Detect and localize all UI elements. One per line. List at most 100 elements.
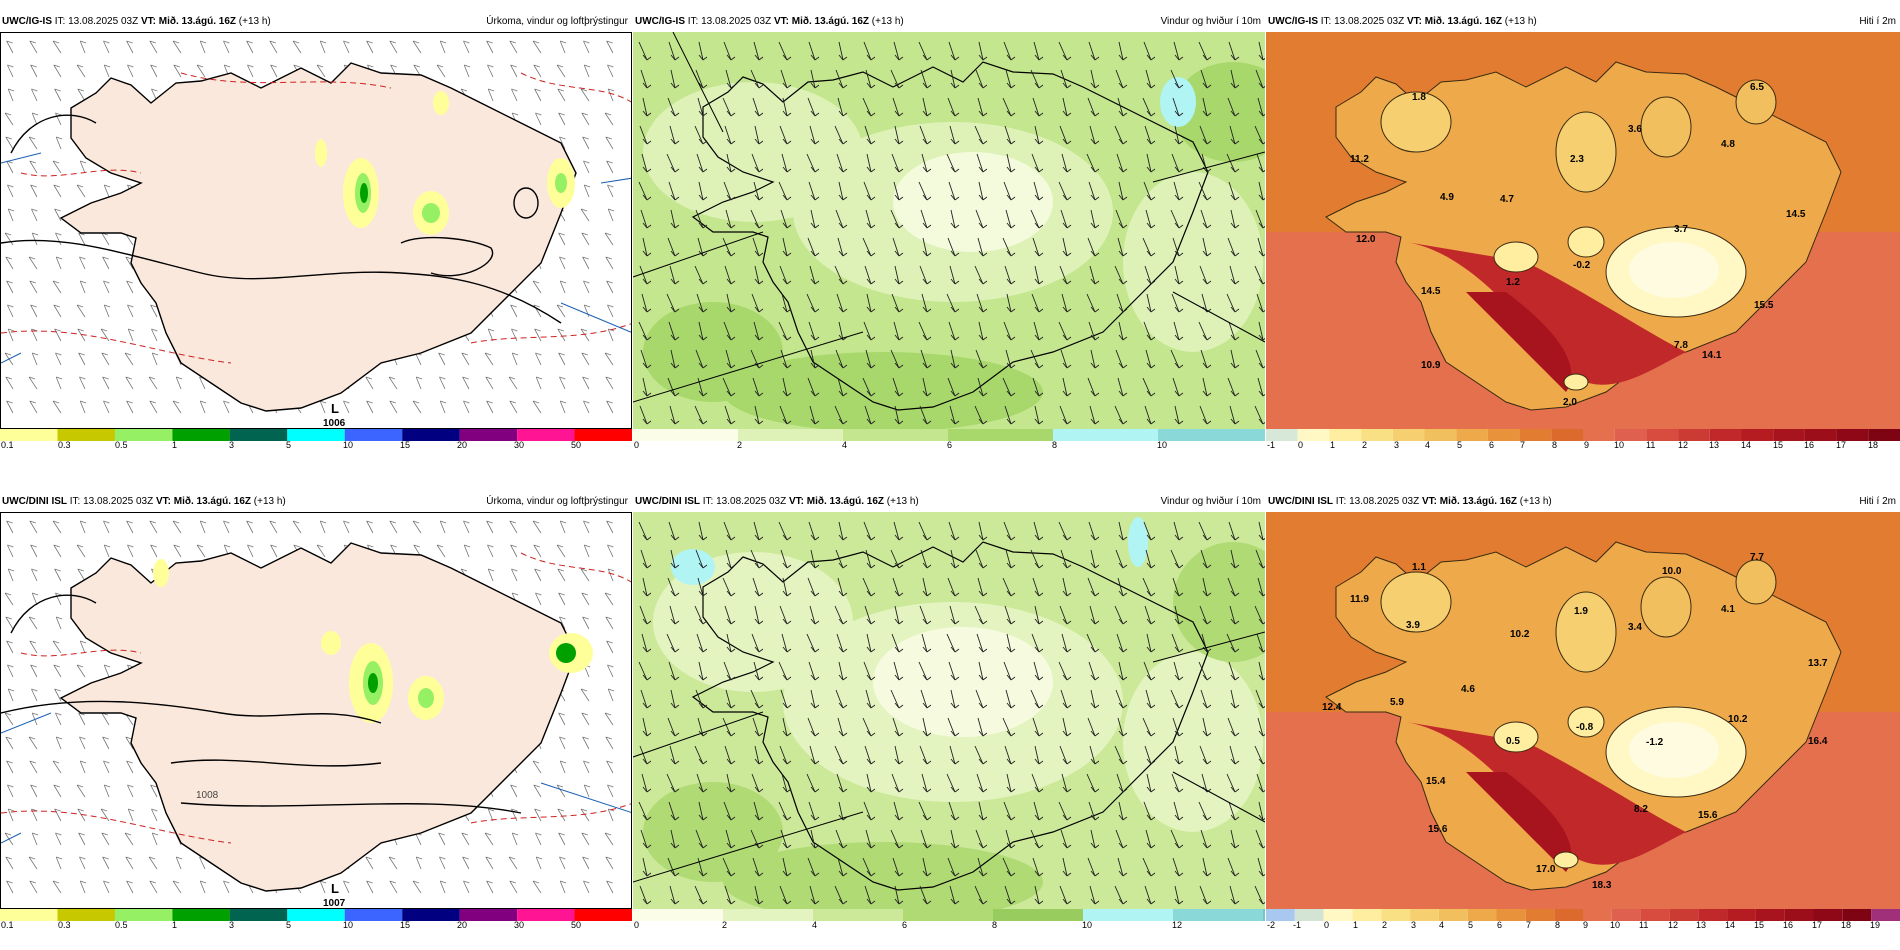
lead-time: (+13 h) bbox=[1504, 16, 1537, 27]
wind-barb bbox=[583, 760, 590, 774]
it-label: IT: bbox=[687, 16, 699, 27]
wind-arrow bbox=[1202, 237, 1212, 257]
wind-barb bbox=[412, 880, 422, 894]
wind-arrow bbox=[894, 405, 904, 425]
scale-label: 7 bbox=[1526, 920, 1531, 930]
scale-label: 0 bbox=[634, 440, 639, 450]
wind-arrow bbox=[1058, 801, 1072, 821]
wind-arrow bbox=[1062, 377, 1072, 397]
wind-arrow bbox=[1002, 377, 1016, 397]
wind-arrow bbox=[865, 549, 876, 569]
wind-arrow bbox=[1003, 181, 1016, 201]
wind-barb bbox=[30, 544, 38, 558]
wind-arrow bbox=[669, 265, 680, 285]
wind-arrow bbox=[696, 153, 708, 173]
wind-arrow bbox=[752, 97, 764, 117]
wind-barb bbox=[7, 88, 15, 102]
wind-arrow bbox=[1116, 633, 1128, 653]
wind-arrow bbox=[809, 605, 820, 625]
wind-barb bbox=[127, 808, 135, 822]
wind-barb bbox=[511, 568, 518, 582]
precip-panel-row1: UWC/IG-IS IT: 13.08.2025 03Z VT: Mið. 13… bbox=[0, 12, 632, 462]
wind-panel-row2: UWC/DINI ISL IT: 13.08.2025 03Z VT: Mið.… bbox=[633, 492, 1265, 942]
model-name: UWC/IG-IS bbox=[635, 16, 685, 27]
scale-label: 4 bbox=[1439, 920, 1444, 930]
wind-arrow bbox=[1199, 885, 1212, 905]
wind-barb bbox=[607, 208, 615, 222]
wind-barb bbox=[388, 856, 398, 870]
wind-arrow bbox=[948, 801, 960, 821]
wind-arrow bbox=[837, 97, 848, 117]
wind-arrow bbox=[947, 577, 960, 597]
wind-arrow bbox=[1058, 41, 1072, 61]
wind-arrow bbox=[922, 717, 932, 737]
wind-barb bbox=[604, 112, 614, 126]
wind-barb bbox=[532, 520, 542, 534]
wind-arrow bbox=[1030, 689, 1044, 709]
colorbar-swatches bbox=[1266, 429, 1900, 441]
wind-barb bbox=[558, 592, 566, 606]
wind-barb bbox=[606, 760, 614, 774]
colorbar-svg: 0.1 0.3 0.5 1 3 5 10 15 20 30 50 bbox=[0, 429, 632, 450]
wind-arrow bbox=[810, 209, 820, 229]
vt-value: Mið. 13.ágú. 16Z bbox=[1424, 16, 1502, 27]
wind-arrow bbox=[697, 97, 708, 117]
wind-barb bbox=[559, 136, 566, 150]
wind-arrow bbox=[781, 153, 792, 173]
wind-barb bbox=[77, 568, 86, 582]
wind-arrow bbox=[751, 773, 764, 793]
wind-arrow bbox=[1061, 773, 1072, 793]
panel-header: UWC/IG-IS IT: 13.08.2025 03Z VT: Mið. 13… bbox=[0, 12, 632, 32]
wind-arrow bbox=[782, 377, 792, 397]
wind-arrow bbox=[946, 773, 960, 793]
vt-value: Mið. 13.ágú. 16Z bbox=[791, 16, 869, 27]
wind-arrow bbox=[891, 773, 904, 793]
wind-arrow bbox=[725, 69, 736, 89]
colorbar-swatch bbox=[1741, 429, 1774, 441]
wind-barb bbox=[31, 712, 39, 726]
wind-arrow bbox=[1089, 125, 1100, 145]
wind-arrow bbox=[1032, 237, 1044, 257]
wind-barb bbox=[103, 64, 111, 78]
wind-arrow bbox=[1142, 857, 1156, 877]
wind-arrow bbox=[863, 181, 876, 201]
wind-barb bbox=[148, 856, 158, 870]
wind-barb bbox=[463, 544, 471, 558]
wind-arrow bbox=[669, 605, 680, 625]
wind-barb bbox=[583, 544, 591, 558]
wind-arrow bbox=[1090, 689, 1100, 709]
wind-barb bbox=[31, 832, 39, 846]
wind-shading bbox=[643, 62, 1265, 429]
colorbar-swatch bbox=[172, 909, 230, 921]
wind-barb bbox=[558, 352, 566, 366]
colorbar-labels: 0 2 4 6 8 10 bbox=[634, 440, 1167, 450]
wind-barb bbox=[4, 712, 14, 726]
wind-barb bbox=[511, 328, 518, 342]
wind-arrow bbox=[1171, 633, 1184, 653]
wind-arrow bbox=[1034, 125, 1044, 145]
wind-arrow bbox=[1032, 97, 1044, 117]
precip-panel-row2: UWC/DINI ISL IT: 13.08.2025 03Z VT: Mið.… bbox=[0, 492, 632, 942]
wind-barb bbox=[605, 376, 614, 390]
wind-arrow bbox=[947, 97, 960, 117]
colorbar-swatch bbox=[1813, 909, 1843, 921]
wind-arrow bbox=[866, 633, 876, 653]
isobars bbox=[1, 594, 522, 814]
wind-arrow bbox=[669, 125, 680, 145]
wind-arrow bbox=[1088, 41, 1100, 61]
wind-barb bbox=[463, 64, 471, 78]
wind-barb bbox=[76, 544, 86, 558]
temp-value: 1.1 bbox=[1412, 562, 1426, 573]
wind-arrow bbox=[835, 209, 848, 229]
wind-arrow bbox=[974, 745, 988, 765]
wind-barb bbox=[487, 328, 495, 342]
wind-barb bbox=[604, 352, 614, 366]
wind-arrow bbox=[949, 605, 960, 625]
wind-barb bbox=[79, 520, 87, 534]
wind-arrow bbox=[894, 885, 904, 905]
wind-barb bbox=[52, 40, 62, 54]
wind-arrow bbox=[864, 605, 876, 625]
wind-barb bbox=[31, 88, 38, 102]
wind-barb bbox=[196, 544, 206, 558]
wind-arrow bbox=[1230, 549, 1240, 569]
